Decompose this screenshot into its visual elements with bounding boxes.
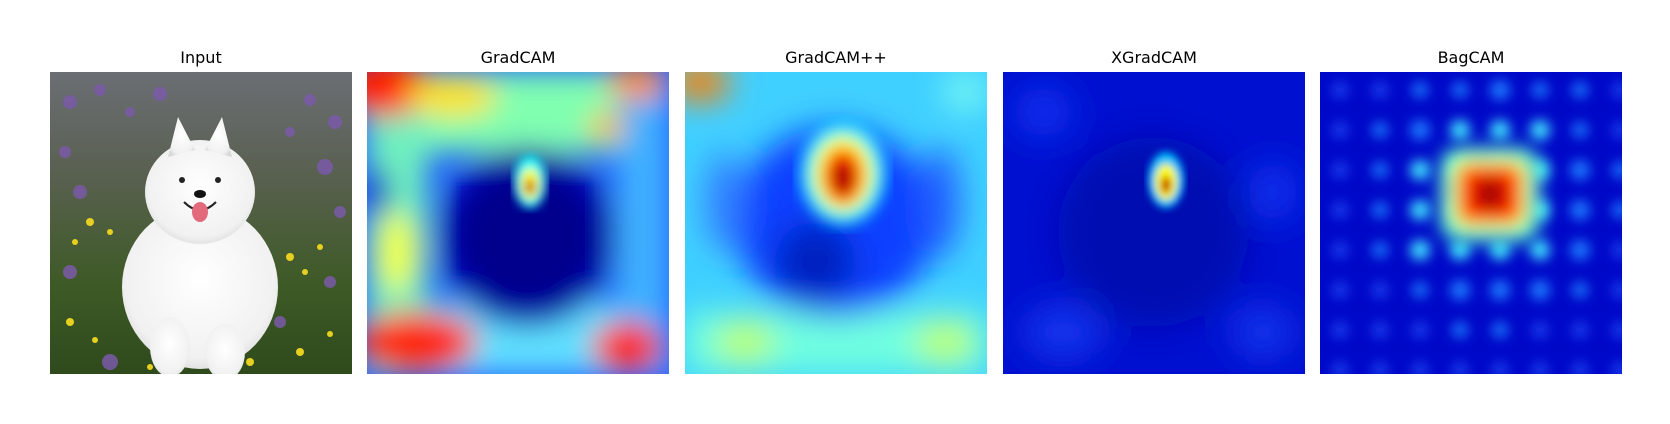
heat-blob (1332, 242, 1348, 258)
heat-blob (1450, 120, 1470, 140)
heat-blob (1452, 322, 1468, 338)
panel-title: GradCAM++ (785, 48, 887, 67)
heat-blob (1572, 362, 1588, 374)
heat-blob (1570, 160, 1590, 180)
heat-blob (1532, 82, 1548, 98)
heat-blob (1412, 282, 1428, 298)
heat-blob (1332, 202, 1348, 218)
heat-blob (1612, 282, 1622, 298)
panel-title: XGradCAM (1111, 48, 1197, 67)
heat-blob (1612, 82, 1622, 98)
heat-blob (1332, 322, 1348, 338)
heat-blob (1532, 362, 1548, 374)
heat-blob (1490, 240, 1510, 260)
heat-blob (1492, 322, 1508, 338)
heat-blob (1450, 280, 1470, 300)
heat-blob (1530, 120, 1550, 140)
heat-blob (1612, 362, 1622, 374)
heat-blob (1372, 122, 1388, 138)
heat-blob (1612, 322, 1622, 338)
heat-blob (1332, 282, 1348, 298)
heat-blob (1612, 122, 1622, 138)
heat-blob (1572, 322, 1588, 338)
heat-blob (1372, 162, 1388, 178)
heat-blob (1450, 240, 1470, 260)
heat-blob (1410, 120, 1430, 140)
heat-blob (1530, 280, 1550, 300)
gradcam-pp-heatmap (685, 72, 987, 374)
purple-flowers (59, 84, 346, 370)
heat-blob (1570, 240, 1590, 260)
heat-blob (1412, 322, 1428, 338)
heat-blob (1412, 362, 1428, 374)
heat-blob (1490, 80, 1510, 100)
heat-blob (1490, 280, 1510, 300)
heat-blob (1372, 242, 1388, 258)
xgradcam-heatmap (1003, 72, 1305, 374)
heat-blob (1530, 240, 1550, 260)
heat-blob (1452, 362, 1468, 374)
heat-blob (1372, 282, 1388, 298)
heat-blob (1332, 162, 1348, 178)
heat-blob (1492, 362, 1508, 374)
panel-title: GradCAM (480, 48, 556, 67)
heat-blob (1410, 240, 1430, 260)
heat-blob (1372, 362, 1388, 374)
input-photo (50, 72, 352, 374)
heat-blob (1612, 242, 1622, 258)
heat-blob (1332, 122, 1348, 138)
panel-title: BagCAM (1437, 48, 1505, 67)
heat-blob (1612, 202, 1622, 218)
panel-title: Input (180, 48, 222, 67)
heat-blob (1572, 82, 1588, 98)
heat-blob (1452, 82, 1468, 98)
heat-blob (1410, 160, 1430, 180)
dog-face (179, 177, 221, 222)
heat-blob (1332, 82, 1348, 98)
yellow-flowers (66, 218, 333, 370)
heat-blob (1332, 362, 1348, 374)
heat-blob (1410, 200, 1430, 220)
heat-blob (1372, 322, 1388, 338)
heat-blob (1372, 82, 1388, 98)
heat-blob (1572, 282, 1588, 298)
heat-blob (1412, 82, 1428, 98)
heat-blob (1490, 120, 1510, 140)
heat-blob (1570, 200, 1590, 220)
heat-blob (1372, 202, 1388, 218)
heat-blob (1572, 122, 1588, 138)
bagcam-heatmap (1320, 72, 1622, 374)
heat-blob (1612, 162, 1622, 178)
gradcam-heatmap (367, 72, 669, 374)
heat-blob (1532, 322, 1548, 338)
